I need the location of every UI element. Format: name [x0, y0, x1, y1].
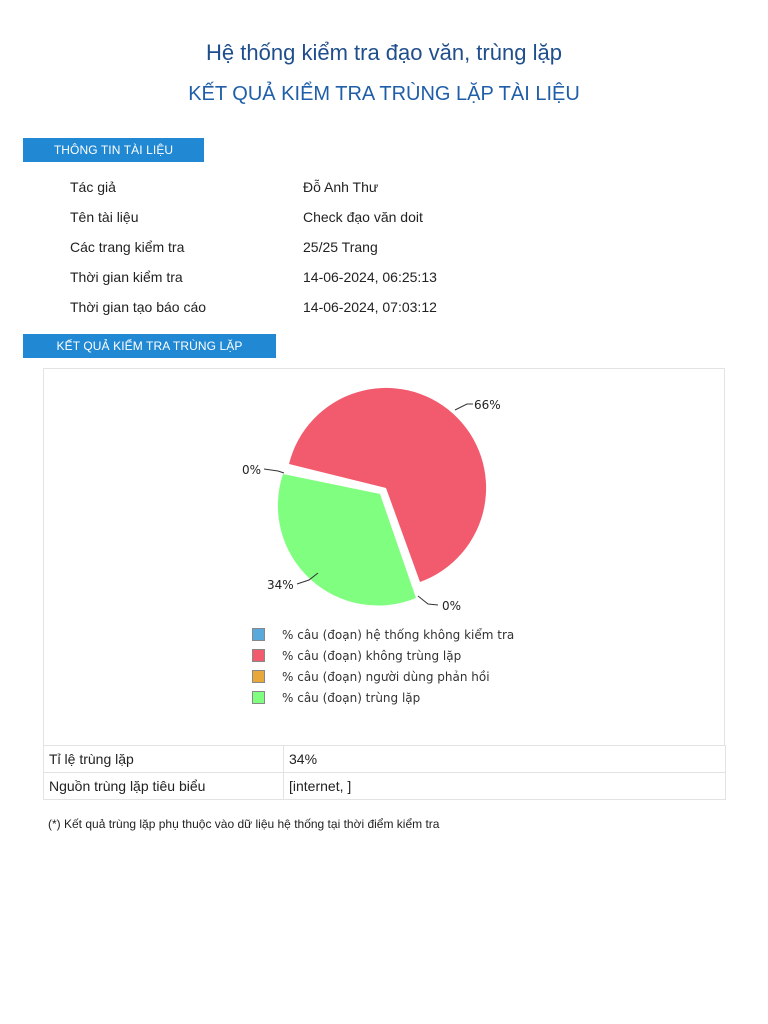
- pie-slice-nonduplicate: [289, 387, 487, 582]
- pie-chart: 66% 0% 34% 0%: [242, 387, 501, 613]
- legend-swatch-green: [252, 691, 265, 704]
- table-row: Nguồn trùng lặp tiêu biểu [internet, ]: [43, 772, 726, 800]
- leader-line-66: [454, 403, 473, 411]
- section-header-results: KẾT QUẢ KIỂM TRA TRÙNG LẶP: [23, 334, 276, 358]
- leader-line-0-top: [263, 468, 285, 474]
- info-value: 14-06-2024, 06:25:13: [303, 269, 437, 285]
- pie-slice-duplicate: [277, 474, 416, 606]
- page-title: Hệ thống kiểm tra đạo văn, trùng lặp: [206, 40, 562, 65]
- footnote: (*) Kết quả trùng lặp phụ thuộc vào dữ l…: [48, 817, 440, 831]
- pie-label-feedback: 0%: [442, 599, 461, 613]
- legend-swatch-red: [252, 649, 265, 662]
- section-header-document-info: THÔNG TIN TÀI LIỆU: [23, 138, 204, 162]
- result-value-sources: [internet, ]: [283, 772, 726, 800]
- table-row: Tỉ lệ trùng lặp 34%: [43, 745, 726, 773]
- info-label: Tên tài liệu: [70, 209, 139, 225]
- leader-line-34: [296, 572, 319, 585]
- info-value: 25/25 Trang: [303, 239, 378, 255]
- legend-label: % câu (đoạn) không trùng lặp: [282, 649, 462, 663]
- legend-label: % câu (đoạn) trùng lặp: [282, 691, 421, 705]
- info-value: Đỗ Anh Thư: [303, 179, 379, 195]
- chart-container: [43, 368, 725, 745]
- result-value-duplicate-rate: 34%: [283, 745, 726, 773]
- pie-label-duplicate: 34%: [267, 578, 294, 592]
- legend-swatch-orange: [252, 670, 265, 683]
- info-label: Tác giả: [70, 179, 116, 195]
- legend-label: % câu (đoạn) người dùng phản hồi: [282, 670, 490, 684]
- info-label: Thời gian kiểm tra: [70, 269, 183, 285]
- info-value: 14-06-2024, 07:03:12: [303, 299, 437, 315]
- legend-label: % câu (đoạn) hệ thống không kiểm tra: [282, 628, 515, 642]
- leader-line-0-bottom: [417, 595, 439, 606]
- result-label-duplicate-rate: Tỉ lệ trùng lặp: [43, 745, 284, 773]
- pie-label-unchecked: 0%: [242, 463, 261, 477]
- pie-label-nonduplicate: 66%: [474, 398, 501, 412]
- info-label: Thời gian tạo báo cáo: [70, 299, 207, 315]
- info-label: Các trang kiểm tra: [70, 239, 185, 255]
- info-value: Check đạo văn doit: [303, 209, 423, 225]
- result-label-sources: Nguồn trùng lặp tiêu biểu: [43, 772, 284, 800]
- page-subtitle: KẾT QUẢ KIỂM TRA TRÙNG LẶP TÀI LIỆU: [188, 83, 580, 105]
- legend-swatch-blue: [252, 628, 265, 641]
- results-table: Tỉ lệ trùng lặp 34% Nguồn trùng lặp tiêu…: [43, 745, 726, 800]
